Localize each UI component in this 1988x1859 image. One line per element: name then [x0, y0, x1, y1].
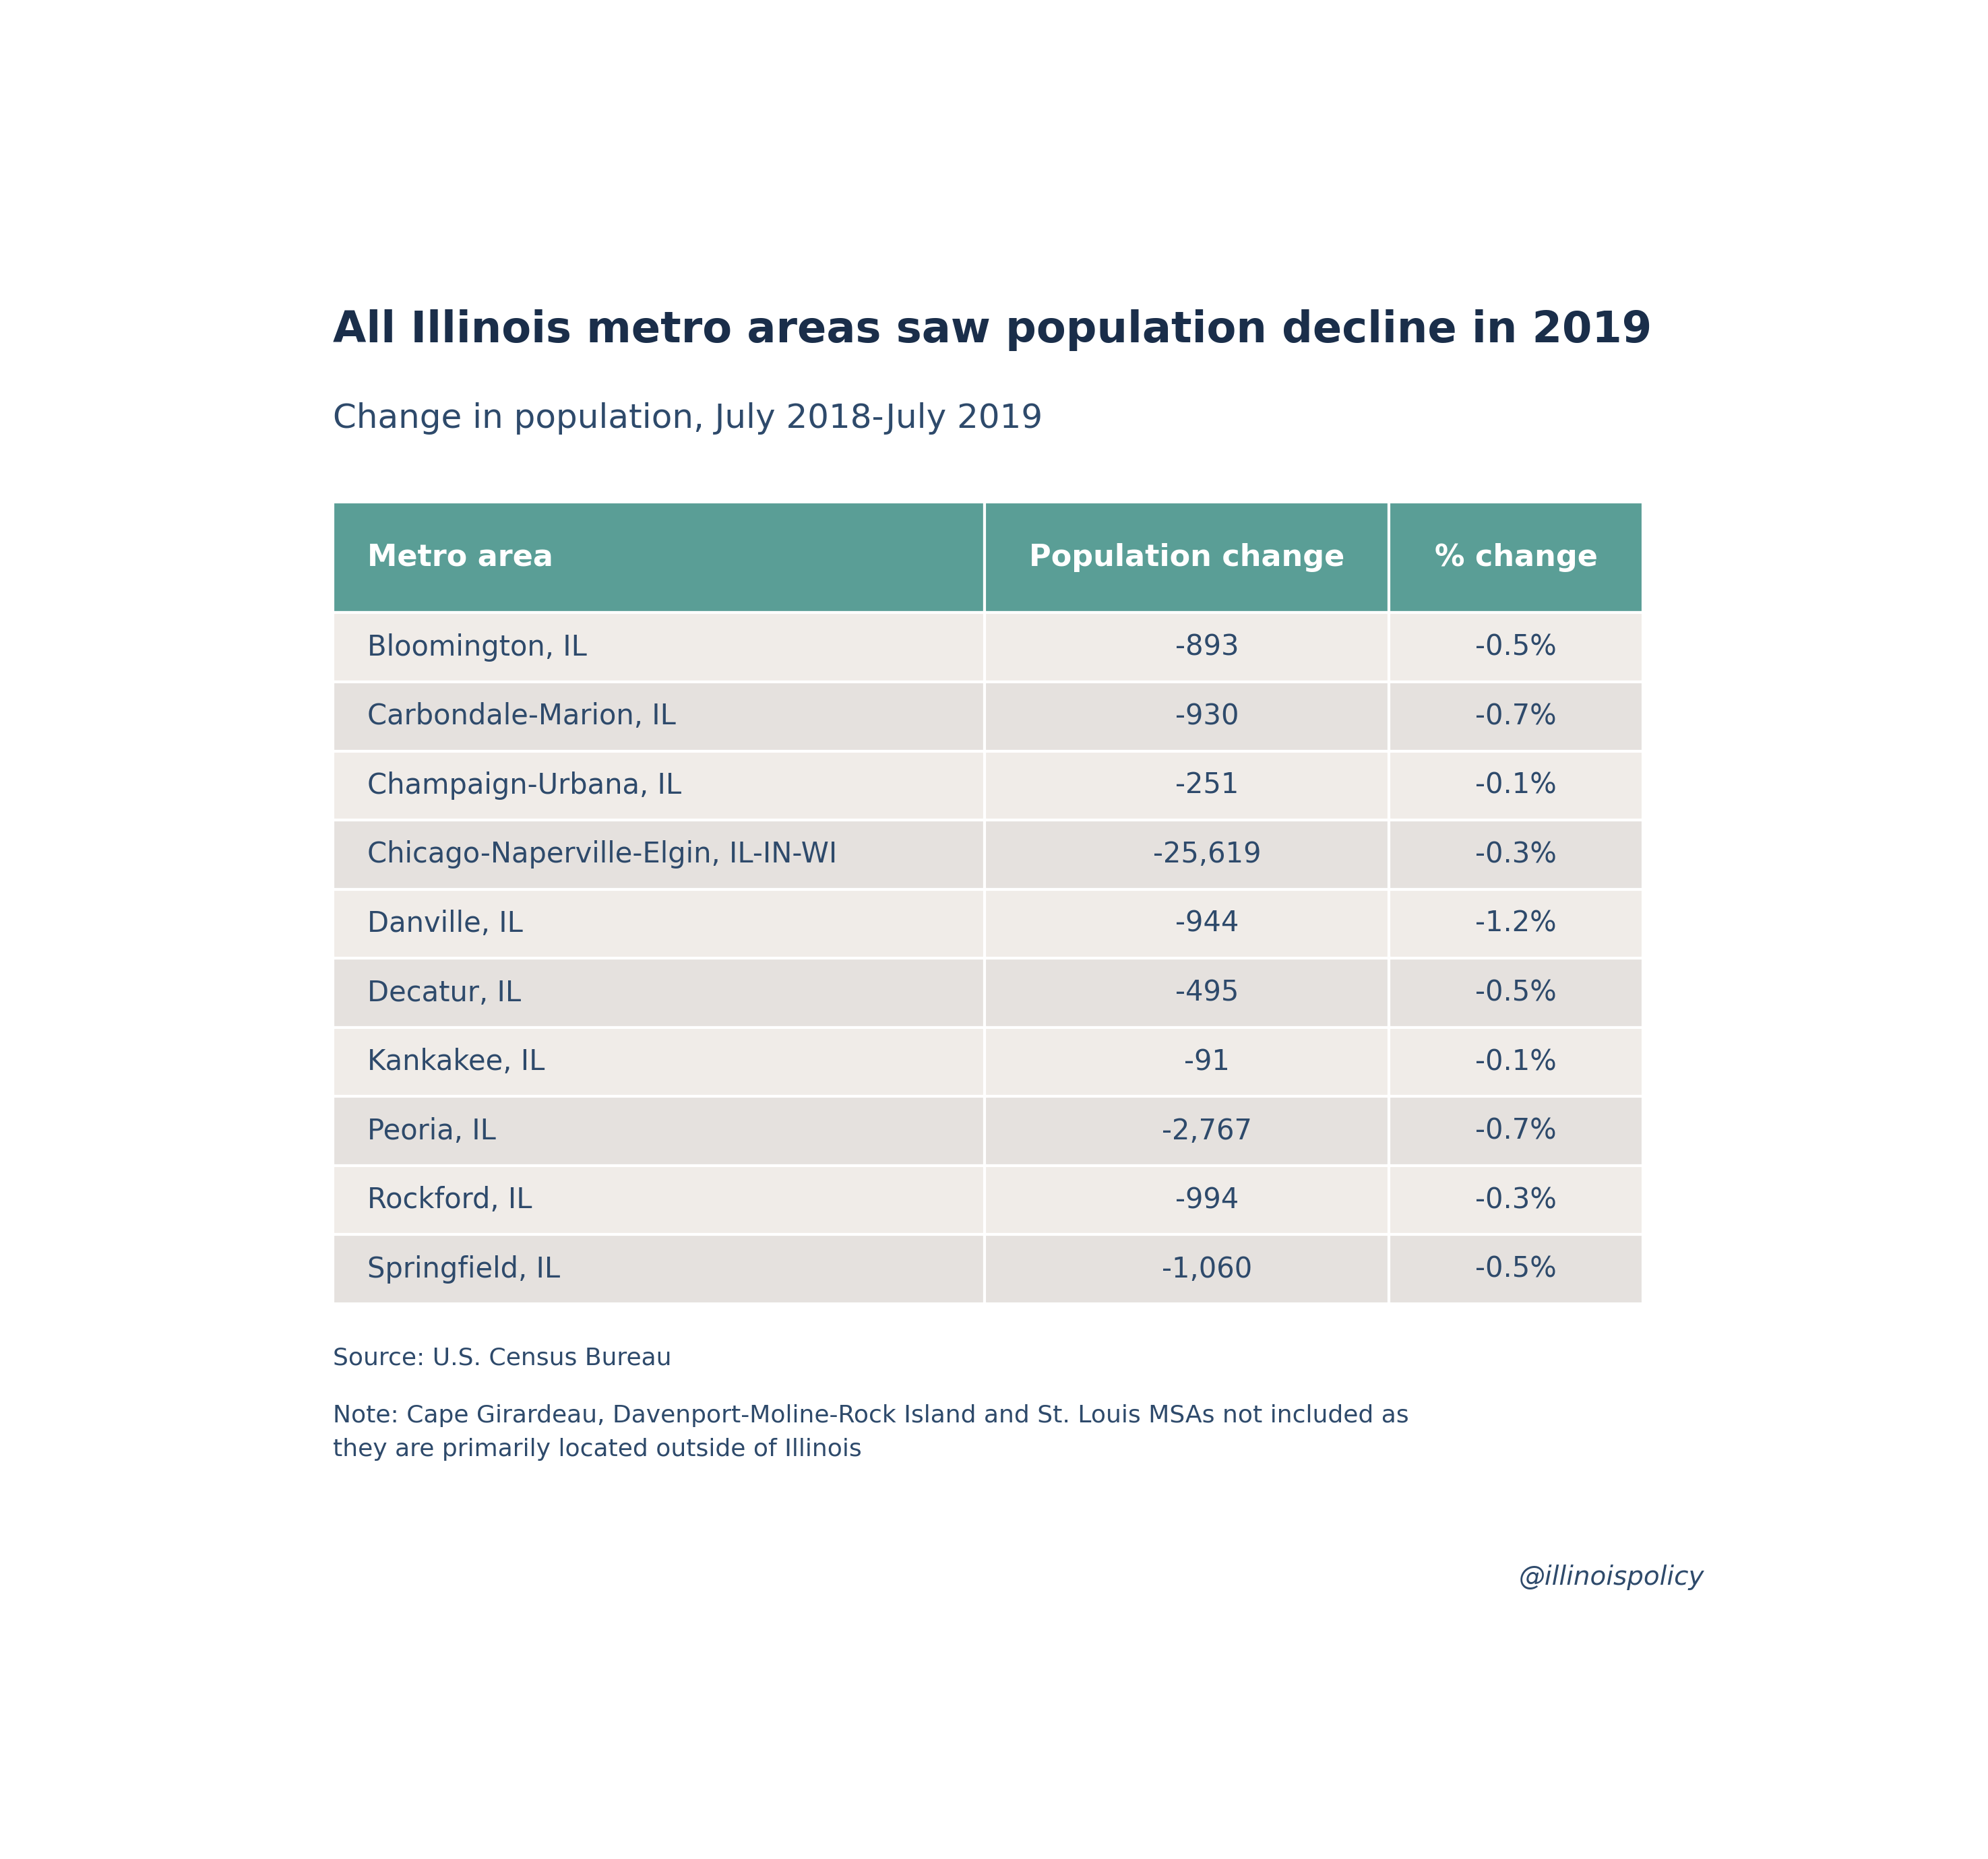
FancyBboxPatch shape — [334, 1234, 984, 1303]
Text: % change: % change — [1435, 543, 1598, 573]
FancyBboxPatch shape — [984, 502, 1390, 613]
FancyBboxPatch shape — [334, 820, 984, 889]
FancyBboxPatch shape — [1390, 820, 1642, 889]
FancyBboxPatch shape — [1390, 1166, 1642, 1234]
Text: Decatur, IL: Decatur, IL — [368, 978, 521, 1008]
Text: -0.3%: -0.3% — [1475, 1186, 1557, 1214]
Text: Rockford, IL: Rockford, IL — [368, 1186, 533, 1214]
FancyBboxPatch shape — [334, 502, 984, 613]
Text: Note: Cape Girardeau, Davenport-Moline-Rock Island and St. Louis MSAs not includ: Note: Cape Girardeau, Davenport-Moline-R… — [334, 1404, 1409, 1461]
Text: -0.1%: -0.1% — [1475, 771, 1557, 799]
FancyBboxPatch shape — [1390, 957, 1642, 1028]
Text: Change in population, July 2018-July 2019: Change in population, July 2018-July 201… — [334, 402, 1044, 435]
FancyBboxPatch shape — [984, 613, 1390, 682]
FancyBboxPatch shape — [334, 682, 984, 751]
Text: -251: -251 — [1175, 771, 1239, 799]
FancyBboxPatch shape — [1390, 1028, 1642, 1097]
FancyBboxPatch shape — [984, 889, 1390, 957]
Text: Peoria, IL: Peoria, IL — [368, 1117, 495, 1145]
Text: Bloomington, IL: Bloomington, IL — [368, 634, 586, 662]
Text: -0.5%: -0.5% — [1475, 978, 1557, 1008]
FancyBboxPatch shape — [334, 957, 984, 1028]
Text: -0.1%: -0.1% — [1475, 1048, 1557, 1076]
Text: -994: -994 — [1175, 1186, 1239, 1214]
FancyBboxPatch shape — [984, 1097, 1390, 1166]
Text: -0.5%: -0.5% — [1475, 634, 1557, 662]
Text: Carbondale-Marion, IL: Carbondale-Marion, IL — [368, 703, 676, 731]
Text: Danville, IL: Danville, IL — [368, 909, 523, 939]
FancyBboxPatch shape — [1390, 613, 1642, 682]
FancyBboxPatch shape — [984, 820, 1390, 889]
Text: -0.5%: -0.5% — [1475, 1255, 1557, 1283]
FancyBboxPatch shape — [1390, 889, 1642, 957]
FancyBboxPatch shape — [334, 1097, 984, 1166]
Text: -0.3%: -0.3% — [1475, 840, 1557, 868]
FancyBboxPatch shape — [984, 1166, 1390, 1234]
Text: @illinoispolicy: @illinoispolicy — [1519, 1565, 1704, 1589]
Text: Population change: Population change — [1030, 543, 1344, 573]
FancyBboxPatch shape — [1390, 751, 1642, 820]
Text: All Illinois metro areas saw population decline in 2019: All Illinois metro areas saw population … — [334, 309, 1652, 351]
FancyBboxPatch shape — [1390, 502, 1642, 613]
FancyBboxPatch shape — [1390, 1097, 1642, 1166]
Text: -0.7%: -0.7% — [1475, 1117, 1557, 1145]
FancyBboxPatch shape — [1390, 682, 1642, 751]
Text: -25,619: -25,619 — [1153, 840, 1260, 868]
FancyBboxPatch shape — [334, 889, 984, 957]
Text: -1.2%: -1.2% — [1475, 909, 1557, 939]
FancyBboxPatch shape — [984, 751, 1390, 820]
FancyBboxPatch shape — [984, 1028, 1390, 1097]
Text: -91: -91 — [1185, 1048, 1231, 1076]
FancyBboxPatch shape — [984, 1234, 1390, 1303]
Text: Source: U.S. Census Bureau: Source: U.S. Census Bureau — [334, 1346, 672, 1370]
Text: -930: -930 — [1175, 703, 1239, 731]
Text: -495: -495 — [1175, 978, 1239, 1008]
Text: -1,060: -1,060 — [1161, 1255, 1252, 1283]
Text: Kankakee, IL: Kankakee, IL — [368, 1048, 545, 1076]
Text: -893: -893 — [1175, 634, 1239, 662]
Text: Champaign-Urbana, IL: Champaign-Urbana, IL — [368, 771, 682, 799]
FancyBboxPatch shape — [334, 613, 984, 682]
FancyBboxPatch shape — [1390, 1234, 1642, 1303]
FancyBboxPatch shape — [334, 1166, 984, 1234]
Text: Metro area: Metro area — [368, 543, 553, 573]
FancyBboxPatch shape — [984, 957, 1390, 1028]
Text: -944: -944 — [1175, 909, 1239, 939]
Text: -0.7%: -0.7% — [1475, 703, 1557, 731]
Text: Springfield, IL: Springfield, IL — [368, 1255, 561, 1283]
FancyBboxPatch shape — [334, 751, 984, 820]
Text: Chicago-Naperville-Elgin, IL-IN-WI: Chicago-Naperville-Elgin, IL-IN-WI — [368, 840, 837, 868]
Text: -2,767: -2,767 — [1161, 1117, 1252, 1145]
FancyBboxPatch shape — [334, 1028, 984, 1097]
FancyBboxPatch shape — [984, 682, 1390, 751]
